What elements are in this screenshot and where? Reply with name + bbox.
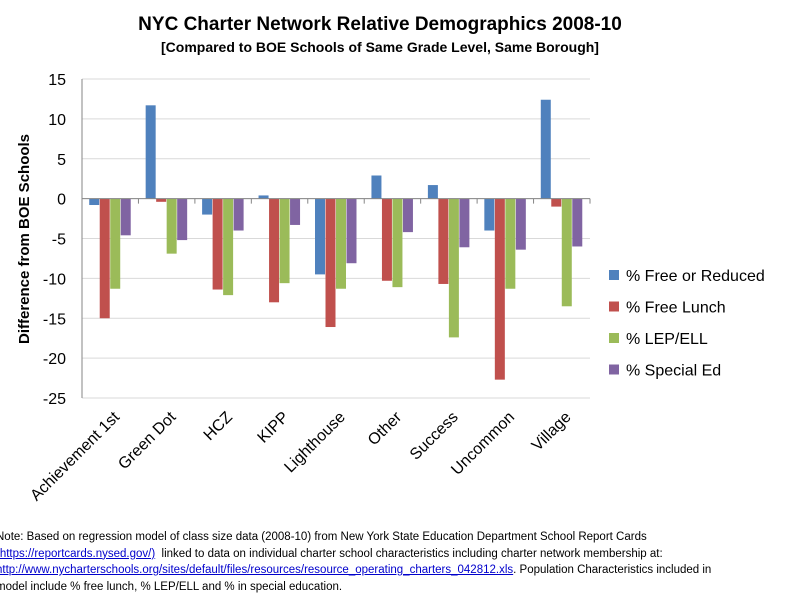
legend-label: % LEP/ELL — [626, 331, 708, 348]
bar — [269, 198, 280, 303]
bars — [82, 99, 590, 380]
bar — [290, 198, 301, 225]
charter-schools-link[interactable]: http://www.nycharterschools.org/sites/de… — [0, 564, 514, 576]
bar — [459, 198, 470, 248]
footnote-line-2-text: linked to data on individual charter sch… — [155, 547, 663, 560]
y-axis-label: Difference from BOE Schools — [16, 134, 33, 344]
legend-label: % Special Ed — [626, 363, 721, 380]
legend-swatch — [609, 270, 619, 280]
bar — [448, 198, 459, 338]
bar — [315, 198, 325, 275]
bar — [505, 198, 516, 289]
footnote-line-3: http://www.nycharterschools.org/sites/de… — [0, 562, 794, 579]
footnote: Note: Based on regression model of class… — [0, 529, 794, 595]
bar — [427, 185, 438, 199]
bar — [99, 198, 110, 319]
footnote-line-1: Note: Based on regression model of class… — [0, 531, 647, 543]
bar — [156, 198, 167, 202]
bar — [177, 198, 188, 241]
bar — [89, 198, 100, 206]
bar — [371, 175, 382, 199]
y-tick-label: -5 — [52, 232, 66, 249]
chart-title: NYC Charter Network Relative Demographic… — [138, 14, 622, 35]
bar — [551, 198, 562, 207]
y-tick-label: -20 — [43, 351, 66, 368]
legend-swatch — [609, 333, 619, 343]
y-tick-label: -25 — [43, 391, 66, 408]
legend-label: % Free or Reduced — [626, 268, 765, 285]
x-tick-label: Other — [365, 408, 406, 449]
bar — [346, 198, 357, 264]
legend-label: % Free Lunch — [626, 300, 726, 317]
bar — [392, 198, 403, 288]
bar — [166, 198, 177, 254]
bar — [212, 198, 223, 290]
y-tick-label: 5 — [57, 152, 66, 169]
bar — [202, 198, 213, 215]
bar — [402, 198, 413, 233]
x-tick-label: Village — [529, 409, 575, 455]
x-tick-label: Achievement 1st — [27, 408, 123, 504]
report-cards-link[interactable]: (https://reportcards.nysed.gov/) — [0, 547, 156, 560]
bar — [279, 198, 290, 284]
footnote-line-4: model include % free lunch, % LEP/ELL an… — [0, 580, 343, 593]
x-tick-label: Green Dot — [115, 408, 180, 473]
bar — [572, 198, 583, 247]
legend-swatch — [609, 364, 619, 375]
bar — [120, 198, 131, 236]
x-tick-label: HCZ — [201, 409, 236, 444]
y-tick-label: -15 — [43, 311, 66, 328]
bar — [494, 198, 505, 380]
bar — [145, 105, 156, 199]
x-tick-label: KIPP — [255, 409, 293, 447]
chart-subtitle: [Compared to BOE Schools of Same Grade L… — [161, 39, 599, 55]
bar — [540, 99, 551, 199]
bar — [438, 198, 449, 284]
bar — [258, 195, 269, 199]
bar — [515, 198, 526, 250]
footnote-line-2: (https://reportcards.nysed.gov/) linked … — [0, 546, 794, 563]
bar — [561, 198, 572, 307]
bar — [223, 198, 234, 296]
bar — [110, 198, 121, 289]
bar — [325, 198, 336, 328]
y-tick-label: 10 — [48, 112, 66, 129]
x-tick-label: Lighthouse — [281, 409, 348, 476]
legend-swatch — [609, 301, 619, 312]
y-tick-label: 15 — [48, 72, 66, 89]
y-tick-label: -10 — [43, 271, 66, 288]
y-tick-label: 0 — [57, 192, 66, 209]
bar — [484, 198, 495, 231]
bar — [233, 198, 244, 231]
footnote-line-3-text: . Population Characteristics included in — [513, 564, 712, 576]
bar — [381, 198, 392, 281]
chart: NYC Charter Network Relative Demographic… — [16, 14, 765, 504]
x-tick-label: Success — [407, 409, 462, 464]
y-axis-ticks: 15 10 5 0 -5 -10 -15 -20 -25 — [43, 72, 66, 408]
bar — [336, 198, 346, 289]
legend: % Free or Reduced % Free Lunch % LEP/ELL % … — [609, 268, 765, 380]
